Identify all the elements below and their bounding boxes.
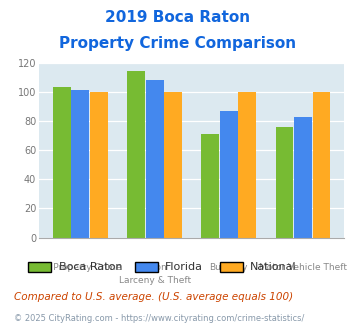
Text: Florida: Florida <box>165 262 203 272</box>
Text: Motor Vehicle Theft: Motor Vehicle Theft <box>259 263 347 272</box>
Bar <box>220 111 238 238</box>
Text: Arson: Arson <box>142 263 168 272</box>
Text: Property Crime Comparison: Property Crime Comparison <box>59 36 296 51</box>
Text: All Property Crime: All Property Crime <box>39 263 122 272</box>
Bar <box>275 127 293 238</box>
Text: Larceny & Theft: Larceny & Theft <box>119 277 191 285</box>
Bar <box>313 92 331 238</box>
Bar <box>53 87 71 238</box>
Text: National: National <box>250 262 297 272</box>
Bar <box>239 92 256 238</box>
Bar <box>201 134 219 238</box>
Text: Compared to U.S. average. (U.S. average equals 100): Compared to U.S. average. (U.S. average … <box>14 292 293 302</box>
Bar <box>146 80 164 238</box>
Bar <box>294 116 312 238</box>
Bar <box>127 72 145 238</box>
Bar <box>164 92 182 238</box>
Text: 2019 Boca Raton: 2019 Boca Raton <box>105 10 250 25</box>
Bar <box>71 90 89 238</box>
Text: Boca Raton: Boca Raton <box>59 262 122 272</box>
Text: Burglary: Burglary <box>209 263 248 272</box>
Bar <box>90 92 108 238</box>
Text: © 2025 CityRating.com - https://www.cityrating.com/crime-statistics/: © 2025 CityRating.com - https://www.city… <box>14 314 305 323</box>
